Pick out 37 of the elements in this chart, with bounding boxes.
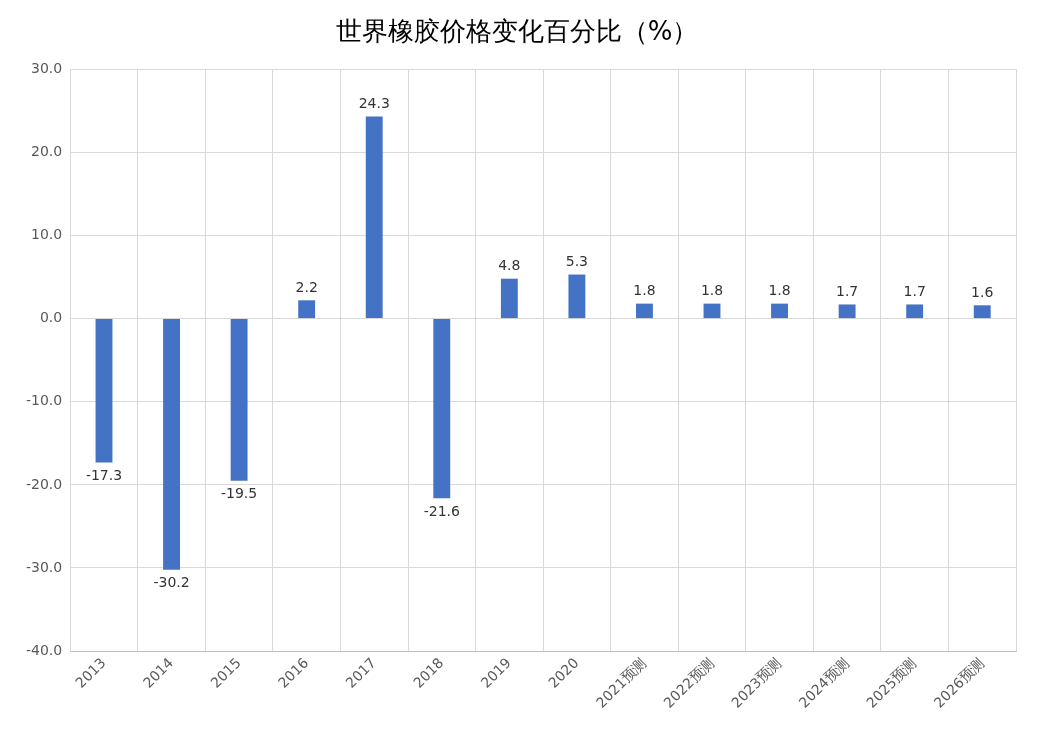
data-label: 1.8 [700, 282, 724, 299]
bar [365, 116, 383, 319]
data-label: -17.3 [85, 467, 123, 484]
y-tick-label: -30.0 [25, 558, 63, 575]
y-tick-label: 20.0 [31, 142, 63, 159]
bar [433, 319, 451, 499]
bar [906, 304, 924, 319]
y-tick-label: -10.0 [25, 392, 63, 409]
bar [568, 274, 586, 319]
data-label: 1.8 [768, 282, 791, 299]
data-label: 24.3 [358, 95, 390, 112]
data-label: 1.8 [633, 282, 656, 299]
bar [771, 303, 788, 319]
y-tick-label: 30.0 [31, 59, 63, 76]
bar [500, 278, 518, 319]
y-tick-label: -20.0 [25, 475, 63, 492]
data-label: 4.8 [498, 257, 521, 274]
data-label: 1.6 [971, 283, 994, 300]
data-label: 1.7 [903, 283, 926, 300]
bar [163, 319, 180, 570]
y-tick-label: 10.0 [31, 226, 63, 243]
data-label: 2.2 [295, 278, 318, 295]
data-label: -30.2 [153, 574, 190, 591]
y-tick-label: -40.0 [25, 641, 63, 658]
data-label: -21.6 [423, 502, 460, 519]
bar [703, 303, 721, 319]
data-label: 1.7 [835, 283, 859, 300]
y-tick-label: 0.0 [39, 309, 63, 326]
bar [838, 304, 856, 319]
bar [95, 319, 113, 463]
bar [636, 303, 653, 319]
bar [298, 300, 316, 319]
chart-title: 世界橡胶价格变化百分比（%） [335, 16, 699, 47]
data-label: -19.5 [221, 485, 258, 502]
data-label: 5.3 [565, 253, 589, 270]
bar [973, 305, 991, 319]
bar [230, 319, 248, 481]
